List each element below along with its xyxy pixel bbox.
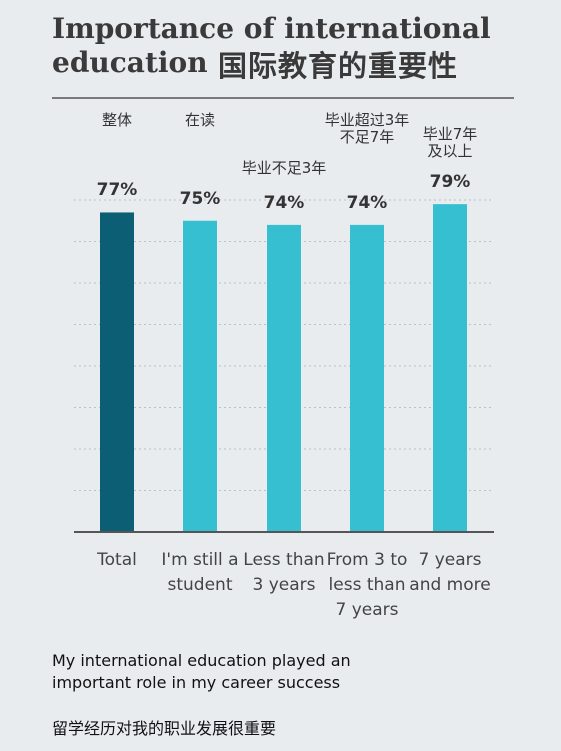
bar-3 (350, 224, 384, 532)
bars (100, 204, 467, 532)
value-label: 75% (179, 188, 221, 209)
category-label-en: I'm still a student (161, 550, 239, 595)
title-divider (52, 97, 514, 99)
category-label-zh: 毕业不足3年 (241, 159, 327, 177)
category-label-en: Less than 3 years (243, 550, 325, 595)
caption-en: My international education played an imp… (52, 651, 351, 692)
value-label: 74% (263, 192, 305, 213)
chart-title-en: Importance of international education (52, 12, 491, 79)
category-label-en: 7 years and more (409, 550, 491, 595)
bar-2 (267, 224, 301, 532)
category-label-en: Total (97, 550, 137, 570)
value-label: 77% (96, 180, 138, 201)
value-label: 74% (346, 192, 388, 213)
category-label-zh: 整体 (101, 111, 132, 129)
bar-4 (433, 204, 467, 532)
caption-zh: 留学经历对我的职业发展很重要 (52, 719, 277, 738)
category-label-zh: 毕业超过3年 不足7年 (324, 111, 410, 146)
category-label-zh: 在读 (184, 111, 215, 129)
value-label: 79% (429, 172, 471, 193)
category-label-zh: 毕业7年 及以上 (422, 125, 478, 160)
bar-1 (183, 220, 217, 532)
chart-title-zh: 国际教育的重要性 (218, 49, 459, 83)
category-label-en: From 3 to less than 7 years (326, 550, 408, 620)
bar-0 (100, 212, 134, 532)
